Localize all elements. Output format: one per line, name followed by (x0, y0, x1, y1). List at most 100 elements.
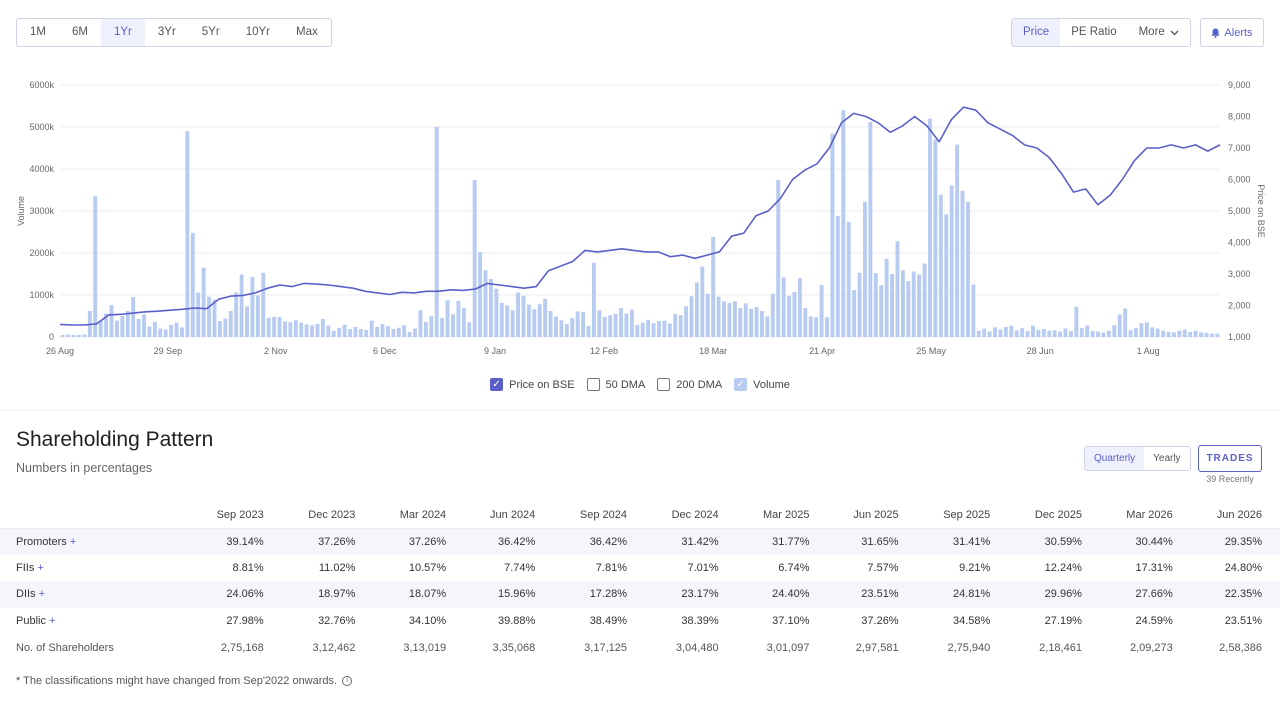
volume-bar (1079, 328, 1084, 337)
legend-price-on-bse[interactable]: ✓ Price on BSE (490, 378, 575, 391)
volume-bar (1144, 322, 1149, 337)
table-cell: 3,13,019 (403, 641, 447, 654)
alerts-button[interactable]: Alerts (1200, 18, 1264, 47)
table-cell: 31.41% (916, 528, 1009, 555)
column-header: Mar 2024 (373, 502, 465, 529)
legend-label: 50 DMA (605, 378, 646, 391)
table-cell: 2,97,581 (855, 641, 899, 654)
column-header: Jun 2026 (1190, 502, 1280, 529)
expand-plus-icon[interactable]: + (49, 615, 56, 628)
range-tab-1m[interactable]: 1M (30, 26, 46, 38)
volume-bar (700, 266, 705, 337)
row-label[interactable]: Promoters + (0, 528, 190, 555)
y-right-axis-title: Price on BSE (1256, 184, 1266, 238)
volume-bar (201, 267, 206, 337)
volume-bar (223, 318, 228, 337)
volume-bar (364, 329, 369, 337)
trades-button[interactable]: TRADES (1198, 445, 1262, 472)
volume-bar (825, 317, 829, 337)
volume-bar (1188, 331, 1193, 337)
table-cell: 7.01% (687, 561, 719, 574)
range-tab-6m[interactable]: 6M (71, 26, 88, 38)
volume-bar (770, 293, 775, 337)
price-volume-chart: 0 1000k 2000k 3000k 4000k 5000k 6000k 1,000 2,00… (16, 80, 1266, 356)
volume-bar (136, 318, 141, 337)
table-cell: 30.59% (1008, 528, 1100, 555)
volume-bar (1058, 331, 1063, 337)
volume-bar (1003, 326, 1008, 337)
column-header: Sep 2024 (553, 502, 645, 529)
legend-label: Volume (753, 378, 790, 391)
expand-plus-icon[interactable]: + (38, 588, 46, 601)
volume-bar (1020, 328, 1025, 337)
range-tab-1yr[interactable]: 1Yr (100, 19, 145, 46)
column-header: Jun 2024 (464, 502, 554, 529)
volume-bar (304, 324, 309, 337)
volume-bar (1047, 330, 1052, 337)
volume-bar (510, 310, 515, 337)
legend-200-dma[interactable]: 200 DMA (657, 378, 722, 391)
volume-bar (684, 306, 689, 337)
info-icon[interactable]: i (342, 676, 353, 686)
legend-50-dma[interactable]: 50 DMA (586, 378, 646, 391)
range-tab-5yr[interactable]: 5Yr (201, 26, 220, 38)
legend-volume[interactable]: ✓ Volume (734, 378, 790, 391)
range-tab-3yr[interactable]: 3Yr (157, 26, 176, 38)
y-left-tick: 2000k (29, 248, 54, 258)
tab-pe-ratio[interactable]: PE Ratio (1071, 26, 1117, 38)
volume-bar (212, 299, 217, 337)
column-header: Mar 2026 (1099, 502, 1191, 529)
y-right-tick: 7,000 (1228, 143, 1251, 153)
y-left-tick: 1000k (29, 290, 54, 300)
volume-bar (1063, 328, 1068, 337)
volume-bar (98, 321, 103, 337)
tab-yearly[interactable]: Yearly (1153, 453, 1181, 464)
volume-bar (1014, 330, 1019, 337)
tab-quarterly[interactable]: Quarterly (1085, 447, 1145, 470)
table-cell: 37.26% (373, 528, 465, 555)
legend-label: 200 DMA (676, 378, 723, 391)
table-cell: 39.88% (497, 615, 536, 628)
y-right-tick: 3,000 (1228, 269, 1251, 279)
expand-plus-icon[interactable]: + (37, 561, 44, 574)
more-label: More (1138, 26, 1165, 38)
volume-bar (1209, 333, 1214, 337)
volume-bar (1204, 332, 1209, 337)
volume-bar (310, 325, 315, 337)
more-dropdown[interactable]: More (1128, 19, 1190, 46)
x-tick: 9 Jan (484, 346, 506, 356)
row-label[interactable]: Public + (0, 608, 190, 635)
range-tab-max[interactable]: Max (295, 26, 318, 38)
volume-bar (868, 121, 873, 338)
volume-bar (1123, 308, 1128, 337)
volume-bar (66, 334, 71, 337)
row-label[interactable]: FIIs + (0, 555, 190, 582)
checkbox-checked-icon: ✓ (734, 378, 748, 391)
y-right-tick: 5,000 (1228, 206, 1251, 216)
column-header: Jun 2025 (827, 502, 917, 529)
volume-bar (516, 292, 520, 337)
table-cell: 7.81% (595, 561, 627, 574)
volume-bar (142, 314, 146, 337)
range-tab-10yr[interactable]: 10Yr (245, 26, 270, 38)
volume-bar (933, 139, 938, 337)
view-tabs: Price PE Ratio More (1011, 18, 1191, 47)
volume-bar (93, 196, 98, 337)
volume-bar (613, 313, 618, 337)
volume-bar (1052, 330, 1057, 337)
volume-bar (732, 301, 737, 337)
volume-bar (288, 322, 293, 337)
volume-bar (971, 284, 976, 337)
section-subtitle: Numbers in percentages (16, 461, 153, 475)
volume-bar (1036, 329, 1041, 337)
volume-bar (640, 322, 645, 337)
expand-plus-icon[interactable]: + (69, 535, 77, 548)
row-label[interactable]: DIIs + (0, 581, 190, 608)
volume-bar (754, 307, 759, 337)
volume-bar (391, 329, 396, 337)
volume-bar (646, 319, 651, 337)
tab-price[interactable]: Price (1012, 19, 1061, 46)
volume-bar (163, 329, 168, 337)
volume-bar (158, 328, 163, 337)
volume-bar (353, 326, 358, 337)
